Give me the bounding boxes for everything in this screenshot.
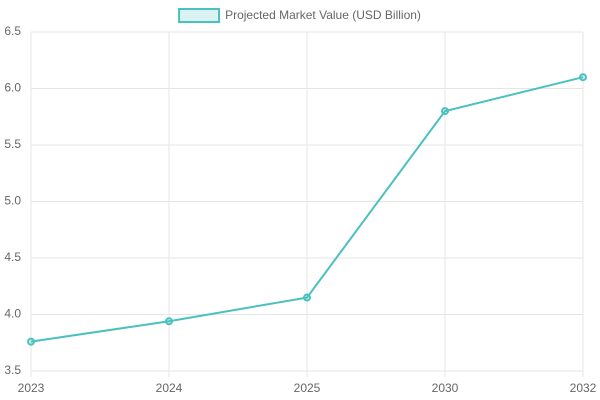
x-tick-label: 2024: [156, 381, 183, 395]
legend-swatch[interactable]: [178, 8, 221, 23]
y-tick-label: 5.0: [4, 194, 21, 208]
x-tick-label: 2032: [570, 381, 597, 395]
y-tick-label: 4.5: [4, 250, 21, 264]
x-tick-label: 2025: [294, 381, 321, 395]
y-tick-label: 5.5: [4, 137, 21, 151]
point: [27, 337, 35, 346]
y-tick-label: 4.0: [4, 307, 21, 321]
x-tick-label: 2030: [432, 381, 459, 395]
point: [579, 73, 587, 82]
legend-label[interactable]: Projected Market Value (USD Billion): [225, 8, 421, 22]
point: [441, 107, 449, 116]
y-tick-label: 6.0: [4, 81, 21, 95]
y-tick-label: 6.5: [4, 24, 21, 38]
point: [165, 317, 173, 326]
point: [303, 293, 311, 302]
y-tick-label: 3.5: [4, 363, 21, 377]
x-tick-label: 2023: [18, 381, 45, 395]
line: [30, 76, 584, 343]
